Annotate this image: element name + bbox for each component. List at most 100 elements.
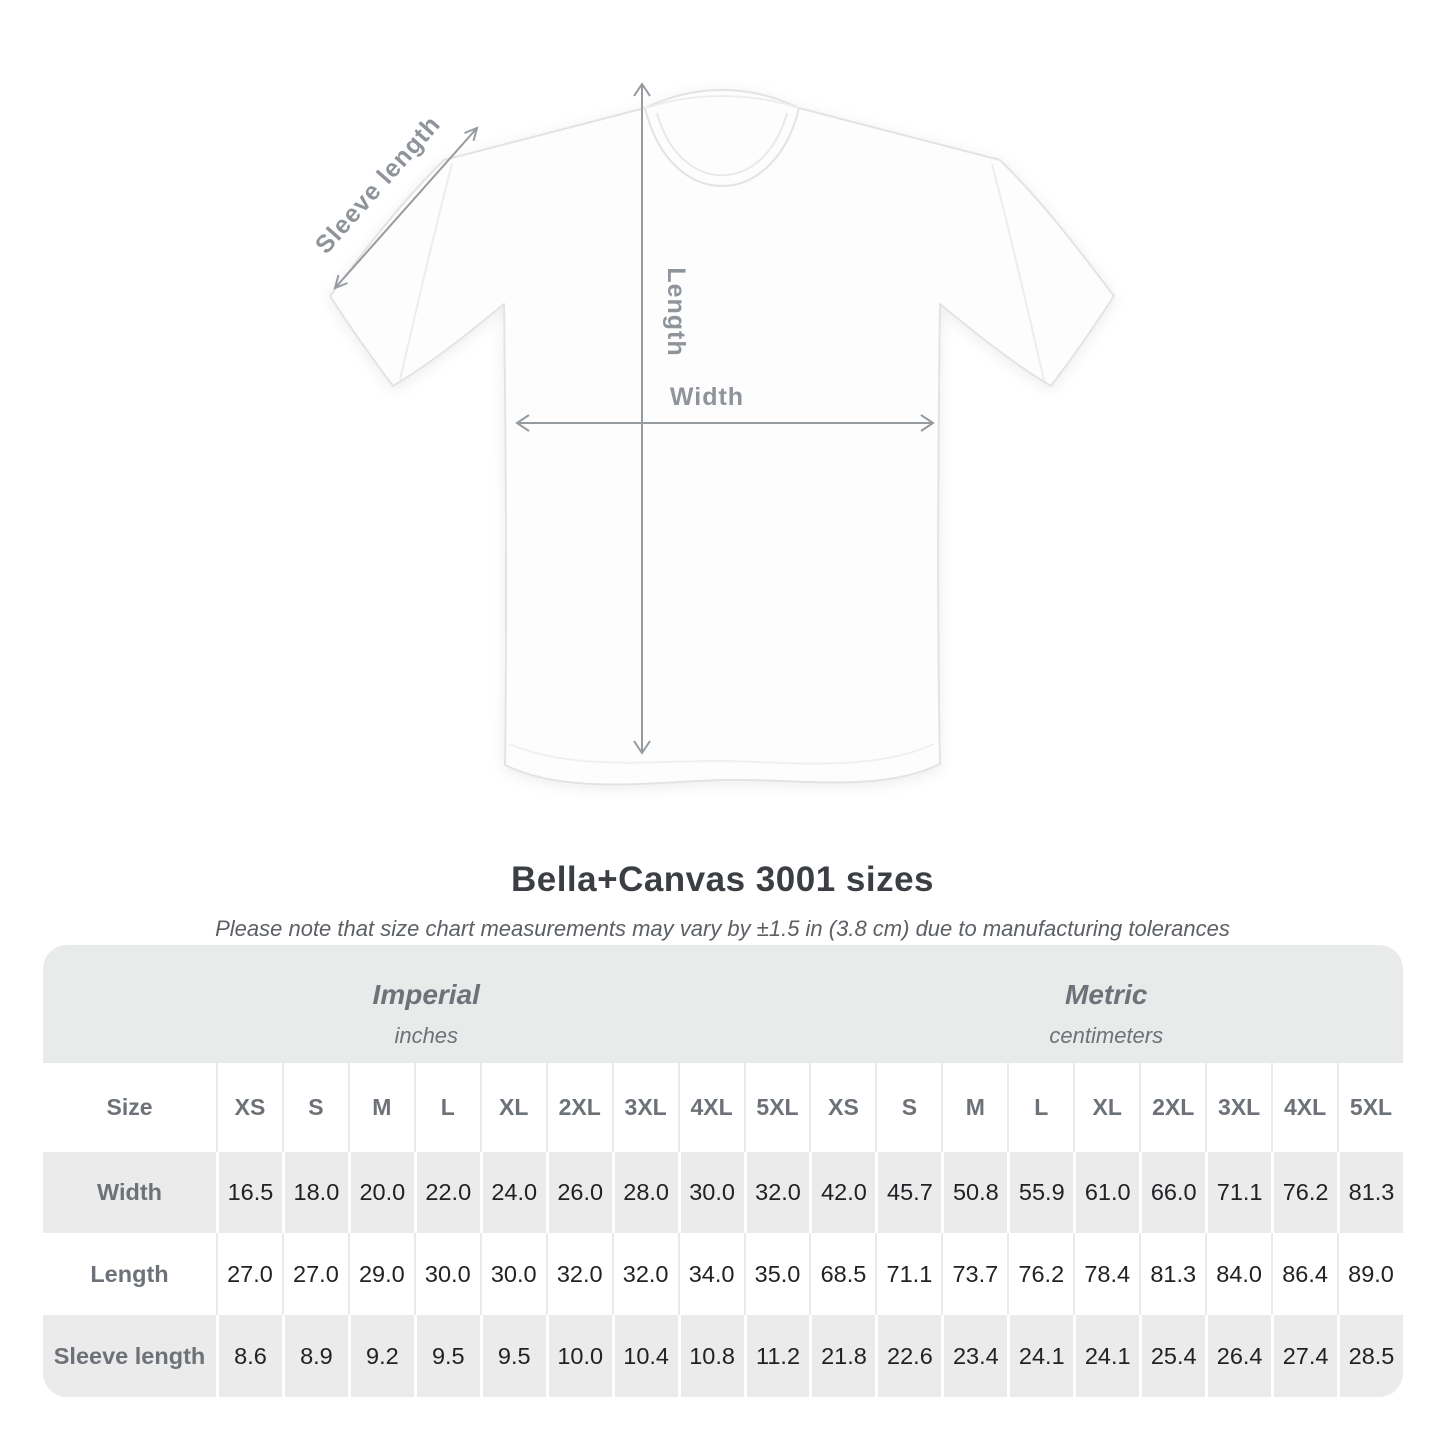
size-header-cell: 2XL — [1139, 1063, 1205, 1152]
right-sleeve-seam — [991, 163, 1045, 381]
value-cell: 81.3 — [1139, 1233, 1205, 1315]
size-table: Imperial inches Metric centimeters Size … — [43, 945, 1403, 1397]
value-cell: 68.5 — [809, 1233, 875, 1315]
size-header-cell: 3XL — [611, 1063, 678, 1152]
value-cell: 23.4 — [941, 1315, 1007, 1397]
value-cell: 10.8 — [677, 1315, 744, 1397]
value-cell: 71.1 — [875, 1233, 941, 1315]
sleeve-length-arrow — [333, 126, 479, 290]
value-cell: 32.0 — [545, 1233, 612, 1315]
metric-unit-label: centimeters — [1049, 1023, 1164, 1048]
size-header-cell: M — [941, 1063, 1007, 1152]
size-header-cell: L — [413, 1063, 480, 1152]
value-cell: 76.2 — [1271, 1152, 1337, 1233]
row-label: Width — [96, 1179, 163, 1205]
value-cell: 71.1 — [1205, 1152, 1271, 1233]
size-header-cell: S — [875, 1063, 941, 1152]
value-cell: 28.5 — [1337, 1315, 1403, 1397]
value-cell: 45.7 — [875, 1152, 941, 1233]
value-cell: 16.5 — [216, 1152, 282, 1233]
value-cell: 8.9 — [281, 1315, 348, 1397]
size-header-cell: M — [347, 1063, 414, 1152]
value-cell: 10.0 — [545, 1315, 612, 1397]
value-cell: 42.0 — [809, 1152, 875, 1233]
value-cell: 26.0 — [545, 1152, 612, 1233]
size-col-header: Size — [106, 1094, 153, 1120]
value-cell: 27.4 — [1271, 1315, 1337, 1397]
value-cell: 30.0 — [677, 1152, 744, 1233]
value-cell: 50.8 — [941, 1152, 1007, 1233]
tshirt-graphic — [329, 89, 1115, 786]
value-cell: 84.0 — [1205, 1233, 1271, 1315]
size-header-cell: XS — [216, 1063, 282, 1152]
row-label: Length — [90, 1260, 169, 1287]
size-header-cell: 4XL — [1271, 1063, 1337, 1152]
size-header-cell: L — [1007, 1063, 1073, 1152]
value-cell: 89.0 — [1337, 1233, 1403, 1315]
metric-label: Metric — [1065, 979, 1148, 1010]
collar-outline — [644, 107, 800, 187]
value-cell: 21.8 — [809, 1315, 875, 1397]
hem-stitch — [509, 743, 935, 765]
tshirt-measurement-diagram: Sleeve length Length Width — [310, 82, 1115, 786]
width-arrow — [515, 414, 935, 432]
row-label: Sleeve length — [53, 1342, 206, 1369]
sleeve-length-row: Sleeve length 8.6 8.9 9.2 9.5 9.5 10.0 1… — [43, 1315, 1403, 1397]
value-cell: 30.0 — [413, 1233, 480, 1315]
size-header-cell: XS — [809, 1063, 875, 1152]
value-cell: 20.0 — [347, 1152, 414, 1233]
value-cell: 86.4 — [1271, 1233, 1337, 1315]
value-cell: 32.0 — [611, 1233, 678, 1315]
value-cell: 35.0 — [743, 1233, 810, 1315]
value-cell: 9.5 — [413, 1315, 480, 1397]
value-cell: 24.1 — [1073, 1315, 1139, 1397]
value-cell: 30.0 — [479, 1233, 546, 1315]
value-cell: 18.0 — [281, 1152, 348, 1233]
value-cell: 27.0 — [281, 1233, 348, 1315]
value-cell: 32.0 — [743, 1152, 810, 1233]
collar-band-top — [644, 95, 800, 109]
length-row: Length 27.0 27.0 29.0 30.0 30.0 32.0 32.… — [43, 1233, 1403, 1315]
value-cell: 29.0 — [347, 1233, 414, 1315]
value-cell: 27.0 — [216, 1233, 282, 1315]
value-cell: 24.1 — [1007, 1315, 1073, 1397]
width-row: Width 16.5 18.0 20.0 22.0 24.0 26.0 28.0… — [43, 1152, 1403, 1233]
imperial-group-header: Imperial inches — [43, 945, 810, 1063]
value-cell: 8.6 — [216, 1315, 282, 1397]
imperial-unit-label: inches — [394, 1023, 459, 1048]
left-sleeve-seam — [399, 163, 453, 381]
value-cell: 22.6 — [875, 1315, 941, 1397]
size-header-cell: S — [281, 1063, 348, 1152]
size-header-cell: XL — [479, 1063, 546, 1152]
size-header-row: Size XS S M L XL 2XL 3XL 4XL 5XL XS S M … — [43, 1063, 1403, 1152]
page-title: Bella+Canvas 3001 sizes — [510, 860, 935, 899]
value-cell: 81.3 — [1337, 1152, 1403, 1233]
value-cell: 11.2 — [743, 1315, 810, 1397]
size-header-cell: XL — [1073, 1063, 1139, 1152]
value-cell: 25.4 — [1139, 1315, 1205, 1397]
value-cell: 34.0 — [677, 1233, 744, 1315]
value-cell: 66.0 — [1139, 1152, 1205, 1233]
unit-header-row: Imperial inches Metric centimeters — [43, 945, 1403, 1063]
value-cell: 22.0 — [413, 1152, 480, 1233]
imperial-label: Imperial — [372, 979, 480, 1010]
value-cell: 28.0 — [611, 1152, 678, 1233]
size-header-cell: 3XL — [1205, 1063, 1271, 1152]
value-cell: 9.5 — [479, 1315, 546, 1397]
size-header-cell: 5XL — [1337, 1063, 1403, 1152]
value-cell: 61.0 — [1073, 1152, 1139, 1233]
value-cell: 76.2 — [1007, 1233, 1073, 1315]
value-cell: 26.4 — [1205, 1315, 1271, 1397]
value-cell: 55.9 — [1007, 1152, 1073, 1233]
size-header-cell: 2XL — [545, 1063, 612, 1152]
size-header-cell: 4XL — [677, 1063, 744, 1152]
metric-group-header: Metric centimeters — [810, 945, 1404, 1063]
value-cell: 73.7 — [941, 1233, 1007, 1315]
width-label: Width — [670, 383, 744, 411]
tolerance-note: Please note that size chart measurements… — [215, 916, 1230, 941]
collar-seam — [656, 112, 788, 177]
value-cell: 78.4 — [1073, 1233, 1139, 1315]
size-header-cell: 5XL — [743, 1063, 810, 1152]
value-cell: 9.2 — [347, 1315, 414, 1397]
